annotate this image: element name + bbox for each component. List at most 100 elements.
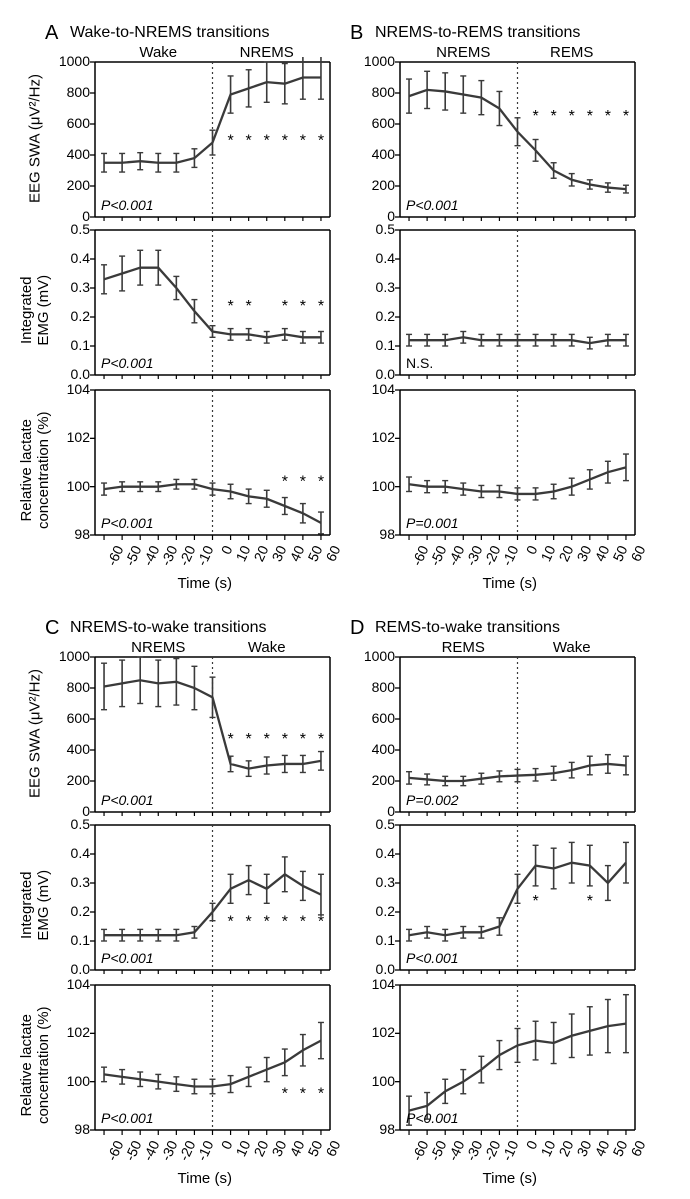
ytick-label: 600 xyxy=(50,115,90,131)
panel-letter-B: B xyxy=(350,22,363,45)
ytick-label: 100 xyxy=(355,478,395,494)
ytick-label: 102 xyxy=(50,429,90,445)
significance-star: * xyxy=(282,133,288,150)
p-value: P<0.001 xyxy=(406,950,459,966)
significance-star: * xyxy=(246,133,252,150)
x-axis-label: Time (s) xyxy=(483,575,537,592)
ylabel-swa: EEG SWA (μV²/Hz) xyxy=(27,653,44,813)
panel-title-C: NREMS-to-wake transitions xyxy=(70,619,267,637)
significance-star: * xyxy=(246,298,252,315)
ytick-label: 0.5 xyxy=(355,816,395,832)
significance-star: * xyxy=(227,133,233,150)
ytick-label: 0.3 xyxy=(50,874,90,890)
ytick-label: 200 xyxy=(355,177,395,193)
ytick-label: 0.2 xyxy=(50,903,90,919)
ytick-label: 0.0 xyxy=(355,366,395,382)
significance-star: * xyxy=(300,1086,306,1103)
ytick-label: 1000 xyxy=(355,648,395,664)
significance-star: * xyxy=(605,108,611,125)
p-value: N.S. xyxy=(406,355,433,371)
ytick-label: 0.1 xyxy=(50,932,90,948)
significance-star: * xyxy=(264,914,270,931)
significance-star: * xyxy=(300,914,306,931)
ytick-label: 100 xyxy=(50,1073,90,1089)
significance-star: * xyxy=(318,914,324,931)
ylabel-emg: IntegratedEMG (mV) xyxy=(18,835,53,975)
p-value: P<0.001 xyxy=(101,197,154,213)
ytick-label: 98 xyxy=(355,526,395,542)
ytick-label: 400 xyxy=(50,741,90,757)
significance-star: * xyxy=(532,893,538,910)
significance-star: * xyxy=(318,1086,324,1103)
plot-B-emg xyxy=(390,225,685,380)
ytick-label: 200 xyxy=(50,772,90,788)
ytick-label: 0.2 xyxy=(355,308,395,324)
ytick-label: 800 xyxy=(355,84,395,100)
significance-star: * xyxy=(227,298,233,315)
x-axis-label: Time (s) xyxy=(178,1170,232,1187)
ytick-label: 1000 xyxy=(50,648,90,664)
ytick-label: 100 xyxy=(50,478,90,494)
ytick-label: 0.5 xyxy=(50,816,90,832)
ytick-label: 102 xyxy=(50,1024,90,1040)
ytick-label: 98 xyxy=(50,1121,90,1137)
ytick-label: 0.2 xyxy=(355,903,395,919)
significance-star: * xyxy=(282,474,288,491)
ytick-label: 0.4 xyxy=(355,845,395,861)
ylabel-lac: Relative lactateconcentration (%) xyxy=(18,975,53,1155)
significance-star: * xyxy=(282,298,288,315)
significance-star: * xyxy=(318,298,324,315)
ytick-label: 0.0 xyxy=(50,961,90,977)
panel-title-D: REMS-to-wake transitions xyxy=(375,619,560,637)
ytick-label: 0.5 xyxy=(355,221,395,237)
ytick-label: 0.5 xyxy=(50,221,90,237)
p-value: P<0.001 xyxy=(101,515,154,531)
ylabel-swa: EEG SWA (μV²/Hz) xyxy=(27,58,44,218)
p-value: P<0.001 xyxy=(101,1110,154,1126)
ytick-label: 0.1 xyxy=(50,337,90,353)
ytick-label: 0.0 xyxy=(50,366,90,382)
ytick-label: 0.3 xyxy=(50,279,90,295)
ylabel-emg: IntegratedEMG (mV) xyxy=(18,240,53,380)
ytick-label: 100 xyxy=(355,1073,395,1089)
ytick-label: 400 xyxy=(355,146,395,162)
significance-star: * xyxy=(246,914,252,931)
significance-star: * xyxy=(246,731,252,748)
ytick-label: 200 xyxy=(50,177,90,193)
panel-title-A: Wake-to-NREMS transitions xyxy=(70,24,269,42)
ytick-label: 200 xyxy=(355,772,395,788)
significance-star: * xyxy=(264,731,270,748)
ytick-label: 98 xyxy=(50,526,90,542)
ytick-label: 102 xyxy=(355,1024,395,1040)
panel-title-B: NREMS-to-REMS transitions xyxy=(375,24,580,42)
panel-letter-D: D xyxy=(350,617,364,640)
significance-star: * xyxy=(282,914,288,931)
ytick-label: 0.2 xyxy=(50,308,90,324)
p-value: P<0.001 xyxy=(101,355,154,371)
significance-star: * xyxy=(282,731,288,748)
ytick-label: 102 xyxy=(355,429,395,445)
p-value: P=0.001 xyxy=(406,515,459,531)
ytick-label: 800 xyxy=(50,84,90,100)
ytick-label: 400 xyxy=(355,741,395,757)
significance-star: * xyxy=(300,474,306,491)
significance-star: * xyxy=(300,133,306,150)
significance-star: * xyxy=(551,108,557,125)
ytick-label: 0.4 xyxy=(50,250,90,266)
significance-star: * xyxy=(282,1086,288,1103)
ytick-label: 0.3 xyxy=(355,874,395,890)
figure-root: AWake-to-NREMS transitionsWakeNREMSBNREM… xyxy=(0,0,690,1199)
ytick-label: 1000 xyxy=(355,53,395,69)
ytick-label: 600 xyxy=(355,115,395,131)
p-value: P<0.001 xyxy=(406,1110,459,1126)
ytick-label: 0.1 xyxy=(355,337,395,353)
significance-star: * xyxy=(227,914,233,931)
x-axis-label: Time (s) xyxy=(483,1170,537,1187)
ytick-label: 0.4 xyxy=(355,250,395,266)
significance-star: * xyxy=(587,108,593,125)
ytick-label: 1000 xyxy=(50,53,90,69)
p-value: P<0.001 xyxy=(406,197,459,213)
ytick-label: 0.1 xyxy=(355,932,395,948)
ytick-label: 0.0 xyxy=(355,961,395,977)
ytick-label: 104 xyxy=(50,976,90,992)
